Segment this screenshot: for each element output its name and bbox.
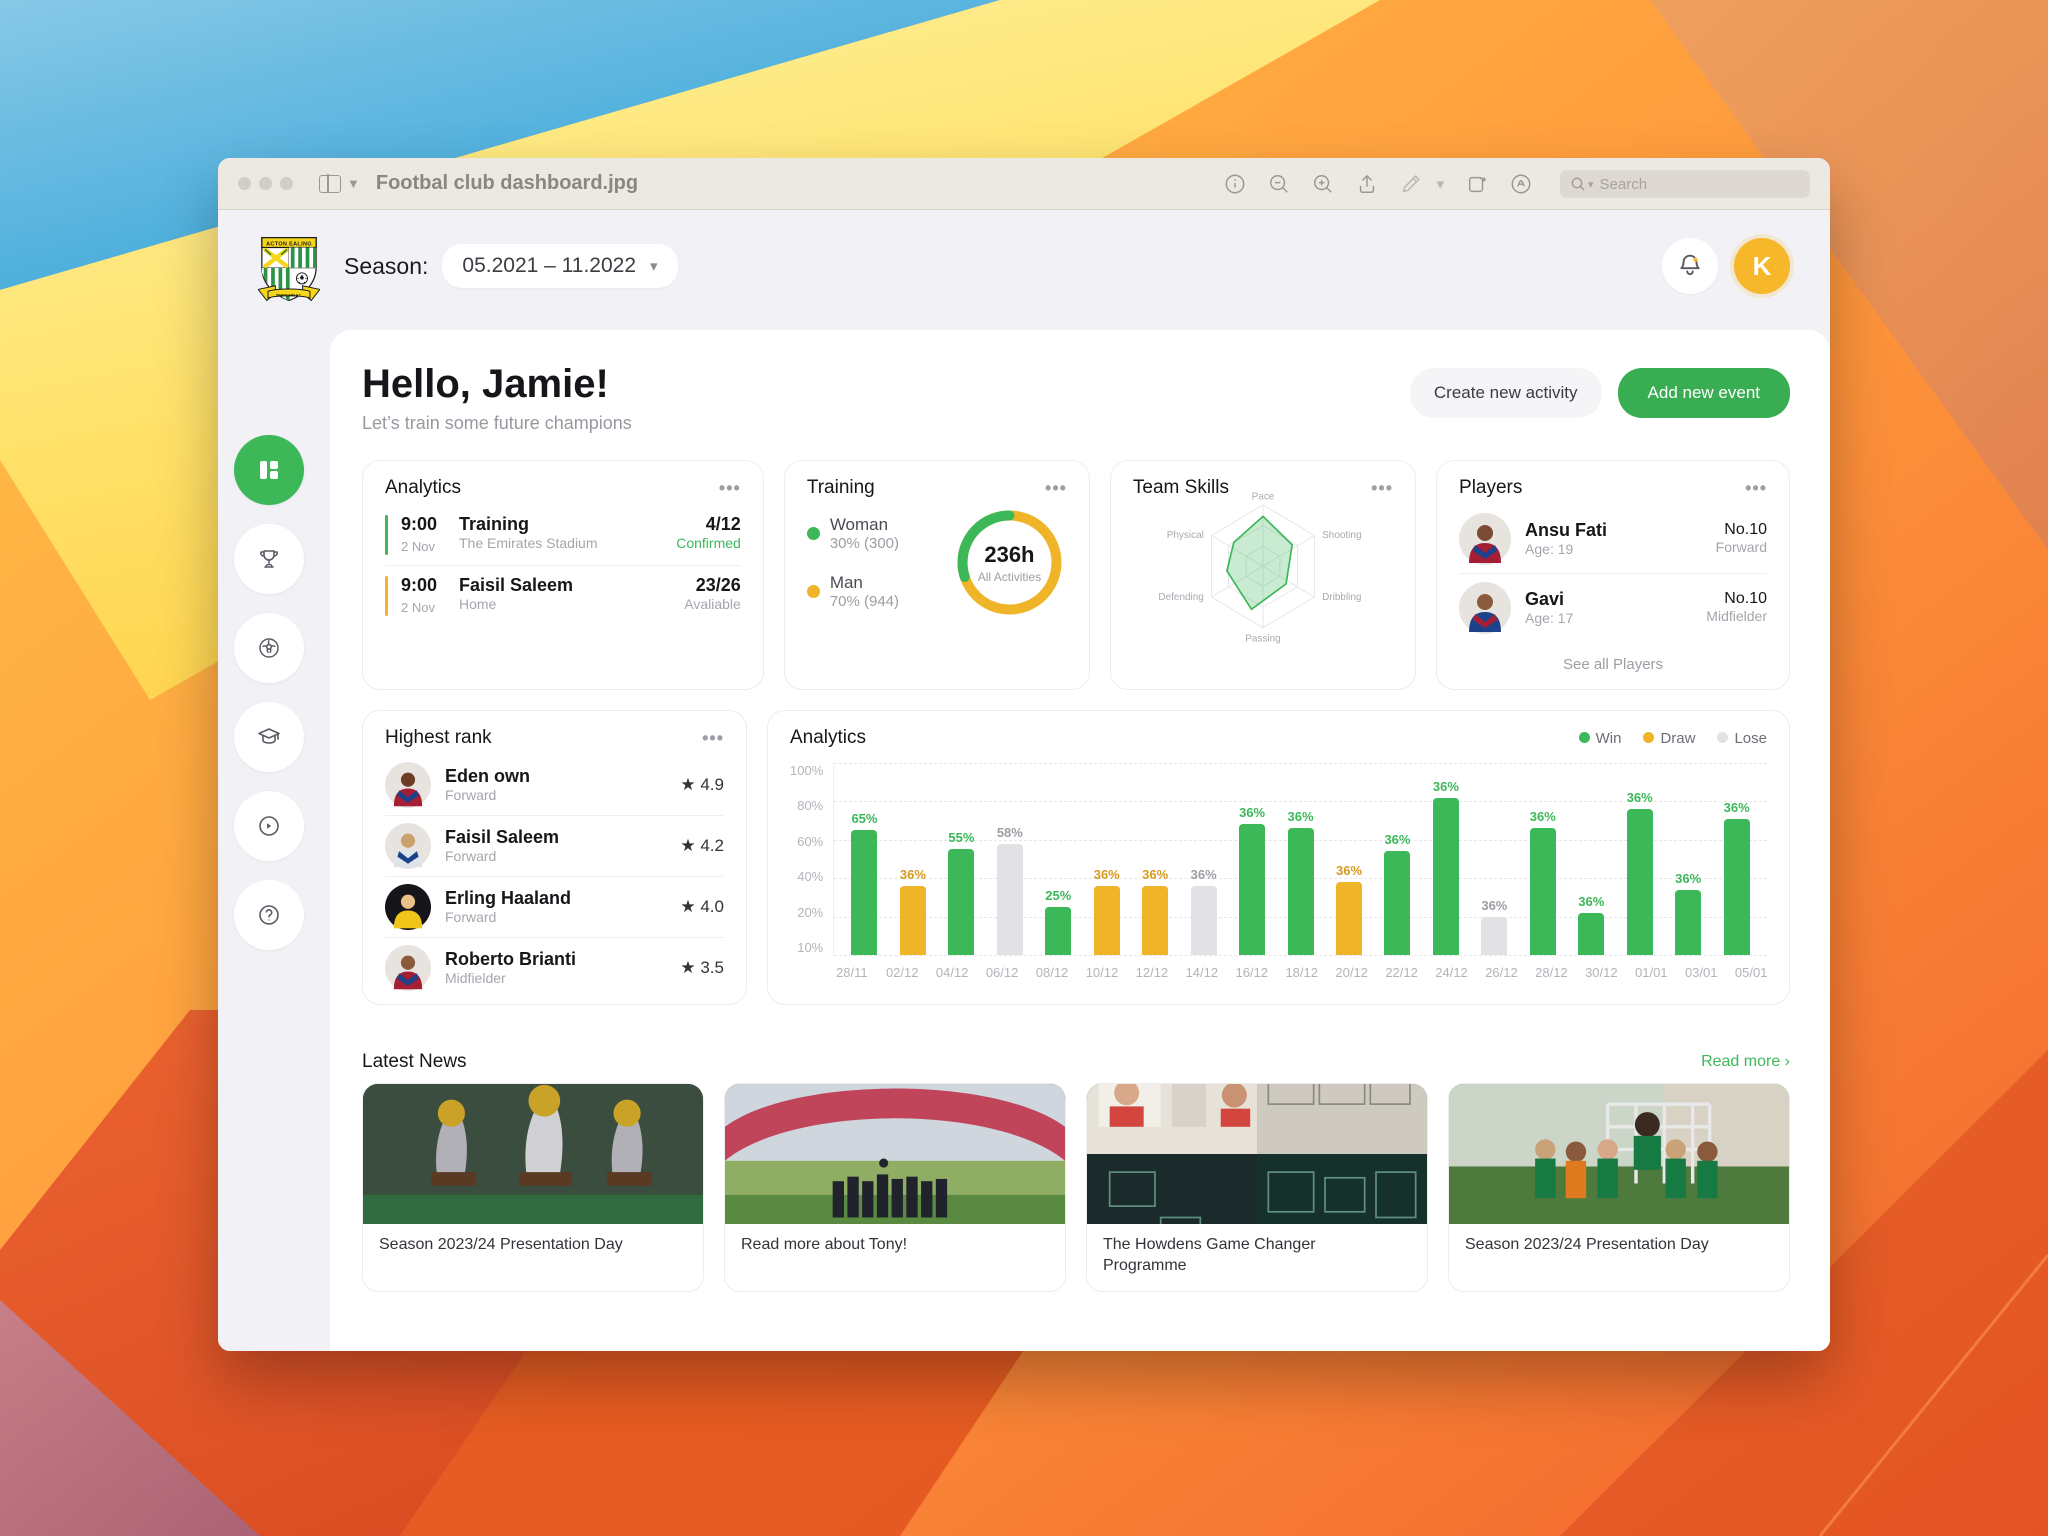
svg-text:Physical: Physical bbox=[1167, 530, 1204, 541]
svg-text:ACTON EALING: ACTON EALING bbox=[266, 241, 312, 247]
svg-text:WHISTLERS F.C.: WHISTLERS F.C. bbox=[276, 294, 302, 298]
svg-text:Pace: Pace bbox=[1252, 491, 1275, 502]
svg-text:Dribbling: Dribbling bbox=[1322, 592, 1361, 603]
svg-text:Passing: Passing bbox=[1245, 634, 1280, 645]
svg-text:Shooting: Shooting bbox=[1322, 530, 1361, 541]
svg-text:Defending: Defending bbox=[1158, 592, 1203, 603]
